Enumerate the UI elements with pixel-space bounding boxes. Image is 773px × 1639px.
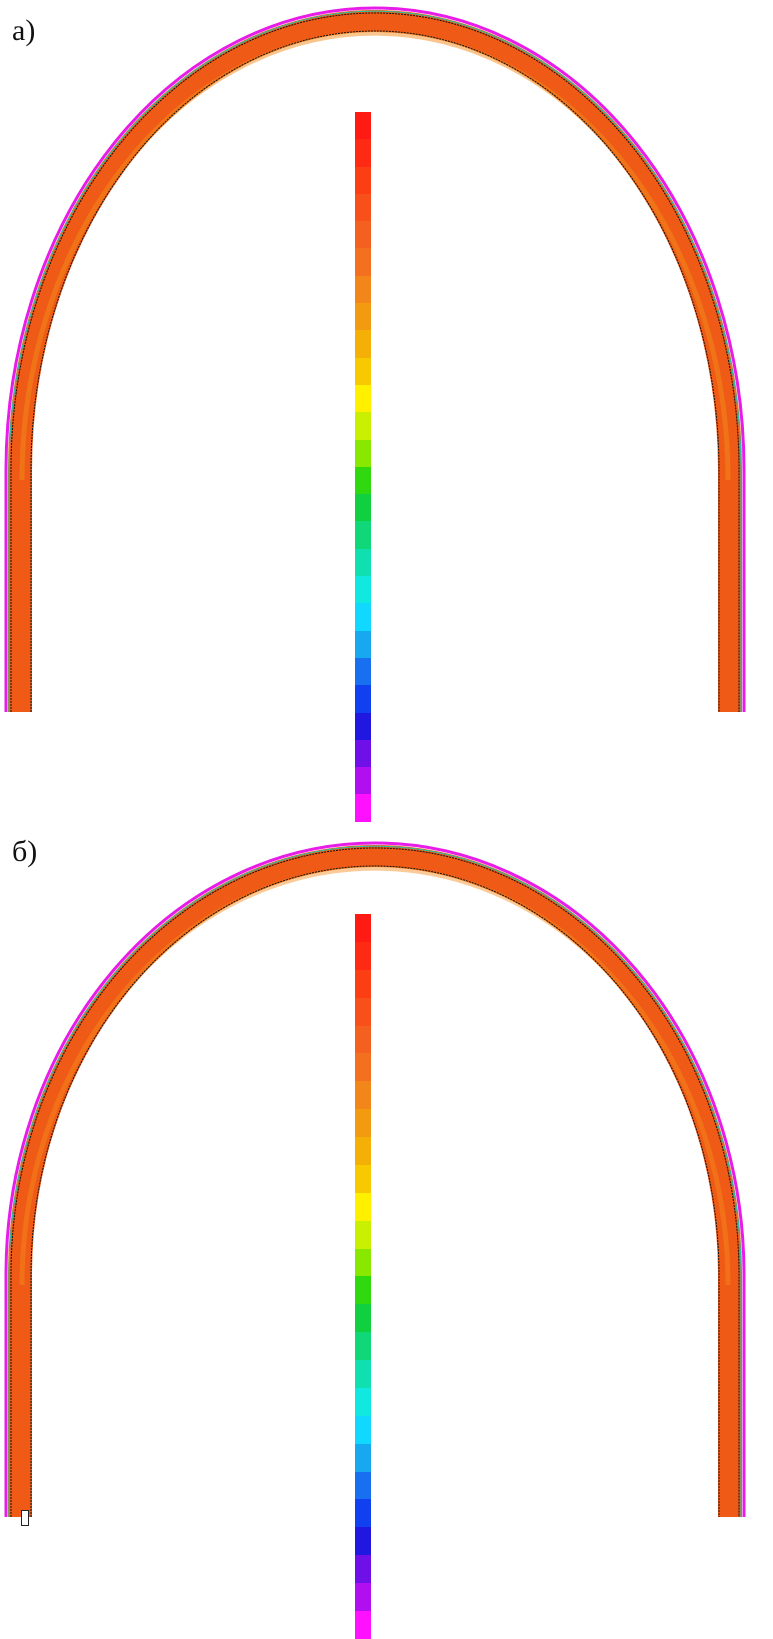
colorbar-segment: [355, 412, 371, 440]
colorbar-segment: [355, 1415, 371, 1444]
colorbar-segment: [355, 221, 371, 249]
colorbar-segment: [355, 384, 371, 413]
arch-midline-highlight: [19, 865, 731, 1286]
colorbar: [355, 914, 371, 1639]
colorbar-segment: [355, 1053, 371, 1082]
arch-outer-edge: [4, 6, 746, 712]
colorbar-segment: [355, 1192, 371, 1221]
colorbar-segment: [355, 521, 371, 549]
colorbar-segment: [355, 630, 371, 658]
colorbar-segment: [355, 739, 371, 768]
colorbar-segment: [355, 1610, 371, 1639]
arch-outer-mesh-edge: [10, 12, 740, 712]
colorbar-segment: [355, 941, 371, 970]
colorbar-segment: [355, 275, 371, 304]
arch-inner-edge: [30, 865, 720, 1517]
arch-outer-band: [8, 845, 742, 1517]
panel-a: а): [4, 6, 746, 822]
colorbar-segment: [355, 767, 371, 795]
colorbar-segment: [355, 657, 371, 686]
colorbar-segment: [355, 1443, 371, 1472]
colorbar-segment: [355, 439, 371, 467]
colorbar-segment: [355, 248, 371, 276]
arch-outer-edge: [4, 841, 746, 1517]
colorbar-segment: [355, 997, 371, 1026]
panel-label: б): [12, 835, 38, 868]
arch-contour-plot: [4, 6, 746, 712]
colorbar-segment: [355, 1332, 371, 1360]
colorbar-segment: [355, 466, 371, 495]
colorbar-segment: [355, 1527, 371, 1556]
colorbar: [355, 112, 371, 822]
colorbar-segment: [355, 166, 371, 194]
colorbar-segment: [355, 193, 371, 222]
bottom-tag: [21, 1510, 29, 1526]
colorbar-segment: [355, 1360, 371, 1388]
colorbar-segment: [355, 139, 371, 167]
colorbar-segment: [355, 1248, 371, 1277]
arch-outer-mesh-edge: [10, 847, 740, 1517]
colorbar-segment: [355, 330, 371, 358]
colorbar-segment: [355, 794, 371, 822]
colorbar-segment: [355, 685, 371, 713]
colorbar-segment: [355, 494, 371, 522]
colorbar-segment: [355, 1109, 371, 1137]
arch-midline-highlight: [19, 30, 731, 481]
colorbar-segment: [355, 112, 371, 140]
colorbar-segment: [355, 1499, 371, 1528]
colorbar-segment: [355, 303, 371, 331]
colorbar-segment: [355, 1220, 371, 1249]
colorbar-segment: [355, 1555, 371, 1583]
colorbar-segment: [355, 969, 371, 998]
arch-lining: [8, 10, 742, 712]
colorbar-segment: [355, 1471, 371, 1500]
colorbar-segment: [355, 1276, 371, 1305]
panel-b: б): [0, 835, 773, 1639]
arch-inner-edge: [30, 30, 720, 712]
colorbar-segment: [355, 914, 371, 942]
colorbar-segment: [355, 1387, 371, 1416]
arch-contour-plot: [4, 841, 746, 1517]
panel-label: а): [12, 14, 36, 47]
arch-outer-band: [8, 10, 742, 712]
arch-lining: [8, 845, 742, 1517]
colorbar-segment: [355, 1304, 371, 1333]
colorbar-segment: [355, 1137, 371, 1165]
colorbar-segment: [355, 357, 371, 385]
colorbar-segment: [355, 603, 371, 631]
colorbar-segment: [355, 1081, 371, 1110]
colorbar-segment: [355, 548, 371, 577]
colorbar-segment: [355, 1164, 371, 1193]
colorbar-segment: [355, 1583, 371, 1611]
colorbar-segment: [355, 576, 371, 604]
colorbar-segment: [355, 1025, 371, 1054]
colorbar-segment: [355, 712, 371, 740]
